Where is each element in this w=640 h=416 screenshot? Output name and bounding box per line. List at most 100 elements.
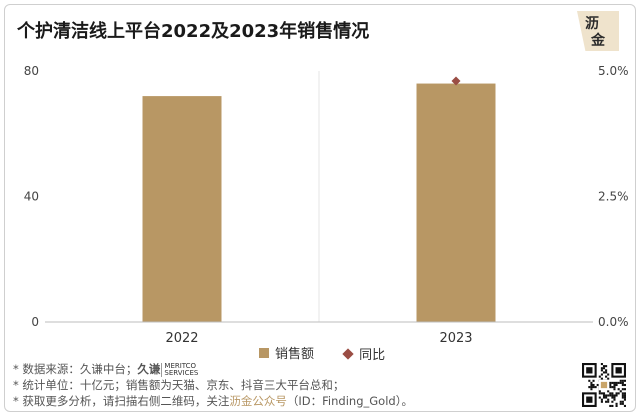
qr-module — [598, 392, 601, 395]
qr-module — [607, 377, 610, 380]
qr-module — [613, 396, 616, 399]
chart-card: 个护清洁线上平台2022及2023年销售情况 沥 金 0 40 80 0.0% 2.5%… — [4, 4, 636, 412]
note-follow-account: 沥金公众号 — [229, 394, 287, 408]
qr-module — [615, 381, 618, 384]
qr-module — [609, 392, 612, 395]
qr-module — [607, 398, 610, 401]
note-follow-pre: * 获取更多分析，请扫描右侧二维码，关注 — [13, 394, 230, 408]
qr-module — [605, 365, 608, 368]
logo-char-1: 沥 — [585, 16, 599, 32]
qr-module — [594, 386, 597, 389]
qr-module — [611, 386, 614, 389]
meritco-logo: 久谦 MERITCO SERVICES — [137, 362, 199, 377]
qr-module — [607, 390, 610, 393]
y-left-tick-label: 80 — [24, 64, 39, 78]
qr-module — [621, 396, 624, 399]
qr-module — [613, 383, 616, 387]
qr-module — [602, 392, 606, 395]
qr-module — [615, 392, 618, 395]
qr-module — [623, 394, 626, 397]
meritco-logo-text: 久谦 — [137, 362, 161, 376]
legend-item-yoy: 同比 — [342, 344, 386, 363]
qr-module — [621, 392, 624, 395]
qr-module — [590, 381, 593, 384]
bar-2022 — [142, 96, 222, 322]
qr-module — [623, 383, 626, 387]
qr-module — [615, 383, 618, 387]
qr-module — [609, 394, 612, 397]
note-follow-id: （ID：Finding_Gold）。 — [286, 394, 413, 408]
brand-logo: 沥 金 — [577, 11, 619, 51]
qr-module — [615, 394, 618, 397]
qr-module — [623, 379, 626, 382]
qr-module — [613, 381, 616, 384]
qr-module — [623, 398, 626, 401]
qr-module — [600, 367, 603, 370]
qr-module — [619, 402, 622, 405]
qr-module — [621, 379, 624, 382]
qr-module — [588, 379, 591, 382]
qr-module — [598, 390, 601, 393]
qr-module — [600, 373, 603, 376]
qr-module — [615, 402, 618, 405]
qr-module — [602, 396, 606, 399]
marker-series — [451, 76, 461, 86]
qr-module — [602, 394, 606, 397]
qr-module — [598, 375, 601, 378]
qr-module — [600, 377, 603, 380]
note-unit: * 统计单位：十亿元；销售额为天猫、京东、抖音三大平台总和； — [13, 378, 345, 392]
qr-module — [617, 388, 620, 391]
qr-module — [621, 383, 624, 387]
qr-module — [600, 369, 603, 372]
y-right-tick-label: 0.0% — [598, 315, 629, 329]
note-source: * 数据来源：久谦中台；久谦 MERITCO SERVICES — [13, 361, 413, 377]
qr-module — [600, 398, 603, 401]
qr-module — [605, 371, 608, 374]
qr-module — [590, 383, 593, 387]
qr-module — [611, 392, 614, 395]
qr-module — [613, 386, 616, 389]
qr-module — [605, 396, 608, 399]
qr-module — [623, 396, 626, 399]
qr-module — [619, 379, 622, 382]
qr-module — [609, 404, 612, 407]
qr-module — [586, 367, 593, 374]
x-tick-label: 2022 — [165, 331, 198, 346]
qr-module — [600, 400, 603, 403]
qr-module — [607, 400, 610, 403]
y-left-tick-label: 0 — [31, 315, 39, 329]
qr-module — [590, 388, 593, 391]
meritco-logo-sub: MERITCO SERVICES — [161, 362, 199, 377]
qr-module — [611, 394, 614, 397]
qr-module — [609, 381, 612, 384]
qr-module — [600, 381, 608, 389]
qr-module — [611, 400, 614, 403]
qr-module — [596, 383, 599, 387]
qr-module — [602, 367, 606, 370]
bar-2023 — [416, 83, 496, 322]
qr-module — [602, 365, 606, 368]
qr-module — [586, 396, 593, 403]
qr-module — [611, 396, 614, 399]
qr-module — [607, 394, 610, 397]
qr-module — [613, 398, 616, 401]
qr-module — [621, 381, 624, 384]
qr-module — [615, 404, 618, 407]
qr-module — [605, 369, 608, 372]
qr-module — [592, 383, 595, 387]
chart-title: 个护清洁线上平台2022及2023年销售情况 — [17, 21, 370, 42]
legend-swatch-sales — [259, 347, 269, 358]
qr-module — [613, 394, 616, 397]
qr-module — [605, 400, 608, 403]
qr-module — [619, 400, 622, 403]
legend-label-yoy: 同比 — [359, 348, 386, 363]
qr-module — [600, 392, 603, 395]
logo-char-2: 金 — [591, 33, 605, 49]
qr-module — [621, 400, 624, 403]
qr-module — [598, 396, 601, 399]
meritco-sub-2: SERVICES — [164, 368, 199, 377]
chart-plot: 0 40 80 0.0% 2.5% 5.0% 2022 2023 — [24, 64, 629, 346]
logo-badge — [577, 11, 619, 51]
qr-module — [602, 371, 606, 374]
qr-code-icon[interactable] — [582, 363, 626, 407]
